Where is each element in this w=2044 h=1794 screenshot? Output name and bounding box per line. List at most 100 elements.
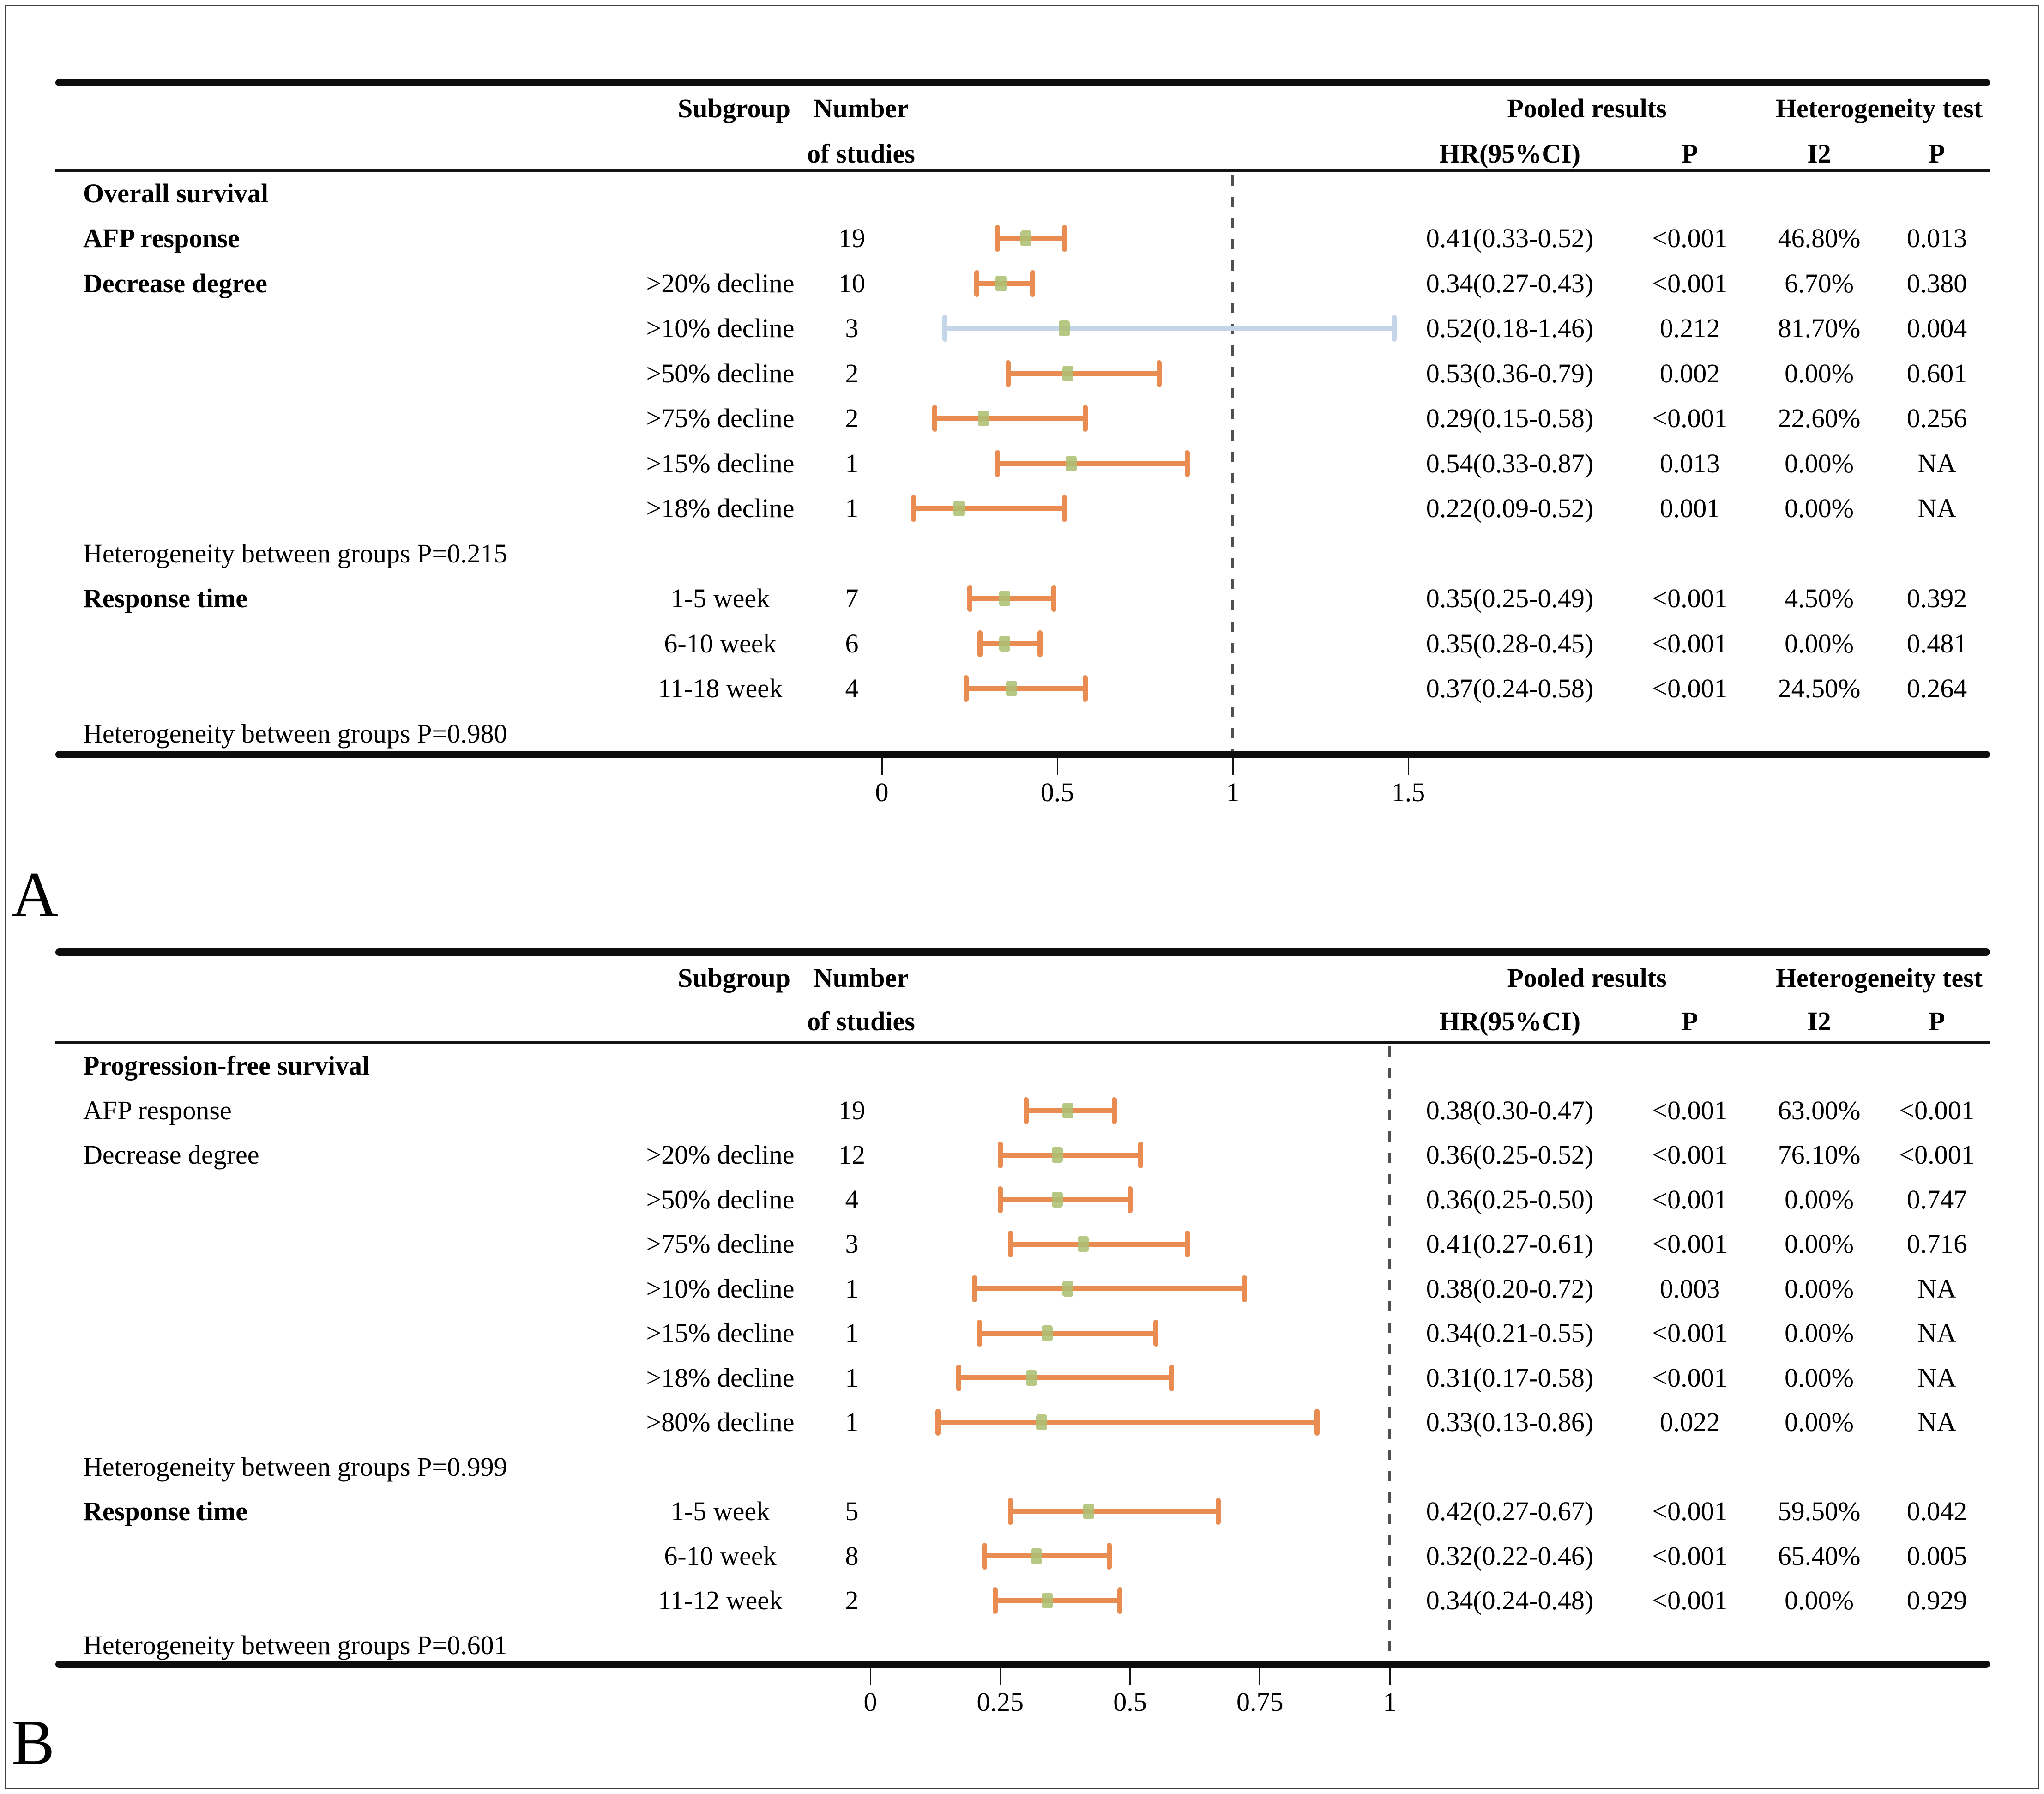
ci-cap-right: [1156, 360, 1162, 387]
ci-bar: [959, 1375, 1172, 1381]
ci-cap-right: [1061, 225, 1067, 252]
axis-tick: [881, 758, 883, 775]
point-estimate-marker: [1078, 1236, 1089, 1252]
het-p-cell: NA: [1917, 493, 1956, 524]
i2-cell: 0.00%: [1785, 1407, 1854, 1438]
p-value-cell: <0.001: [1652, 223, 1728, 254]
num-studies-cell: 1: [845, 493, 859, 524]
p-value-cell: <0.001: [1652, 1496, 1728, 1527]
axis-tick: [1232, 758, 1234, 775]
col-header-of-studies: of studies: [807, 139, 915, 169]
heterogeneity-note: Heterogeneity between groups P=0.999: [83, 1451, 507, 1482]
point-estimate-marker: [1031, 1548, 1042, 1564]
i2-cell: 0.00%: [1785, 448, 1854, 478]
ci-bar: [913, 506, 1065, 511]
het-p-cell: NA: [1917, 1273, 1956, 1304]
col-header-p-het: P: [1929, 1006, 1945, 1036]
het-p-cell: NA: [1917, 1318, 1956, 1348]
ci-bar: [974, 1286, 1244, 1292]
subgroup-cell: >75% decline: [646, 1229, 795, 1259]
hr-ci-cell: 0.36(0.25-0.50): [1426, 1184, 1594, 1214]
subgroup-cell: >20% decline: [646, 268, 795, 298]
ci-cap-left: [1006, 360, 1011, 387]
col-header-pooled-results: Pooled results: [1507, 93, 1667, 123]
ci-cap-right: [1083, 675, 1088, 702]
p-value-cell: 0.022: [1659, 1407, 1720, 1438]
axis-tick: [1259, 1668, 1261, 1685]
p-value-cell: 0.003: [1659, 1273, 1720, 1304]
point-estimate-marker: [1062, 1281, 1073, 1297]
ci-cap-right: [1117, 1587, 1122, 1614]
num-studies-cell: 1: [845, 448, 859, 478]
het-p-cell: 0.601: [1906, 358, 1967, 388]
ci-bar: [935, 416, 1085, 421]
axis-tick-label: 0.25: [977, 1687, 1024, 1717]
hr-ci-cell: 0.54(0.33-0.87): [1426, 448, 1594, 478]
heterogeneity-note: Heterogeneity between groups P=0.601: [83, 1630, 507, 1660]
hr-ci-cell: 0.36(0.25-0.52): [1426, 1140, 1594, 1170]
ci-cap-right: [1107, 1542, 1112, 1570]
i2-cell: 6.70%: [1785, 268, 1854, 298]
p-value-cell: <0.001: [1652, 1095, 1728, 1125]
col-header-i2: I2: [1807, 139, 1831, 169]
subgroup-cell: 11-18 week: [657, 673, 783, 704]
ci-bar: [1010, 1241, 1188, 1247]
het-p-cell: 0.716: [1906, 1229, 1967, 1259]
ci-cap-left: [935, 1409, 941, 1436]
num-studies-cell: 12: [838, 1140, 865, 1170]
hr-ci-cell: 0.52(0.18-1.46): [1426, 313, 1594, 344]
ci-cap-left: [982, 1542, 987, 1570]
ci-bar: [1008, 371, 1159, 376]
het-p-cell: 0.005: [1906, 1540, 1967, 1571]
i2-cell: 22.60%: [1778, 403, 1861, 434]
panel-a-reference-line-hr1: [1231, 175, 1234, 751]
ci-cap-left: [977, 1320, 982, 1347]
ci-cap-right: [1184, 1231, 1190, 1258]
col-header-heterogeneity-test: Heterogeneity test: [1775, 963, 1983, 993]
ci-cap-right: [1051, 585, 1056, 612]
axis-tick: [869, 1668, 871, 1685]
i2-cell: 4.50%: [1785, 583, 1854, 614]
col-header-hr-ci: HR(95%CI): [1439, 1006, 1581, 1036]
row-label: Decrease degree: [83, 268, 267, 298]
ci-bar: [1010, 1509, 1218, 1514]
ci-bar: [1000, 1152, 1140, 1158]
axis-tick-label: 0: [875, 777, 889, 807]
subgroup-cell: >20% decline: [646, 1140, 795, 1170]
point-estimate-marker: [1062, 1102, 1073, 1118]
het-p-cell: 0.747: [1906, 1184, 1967, 1214]
col-header-number: Number: [813, 93, 909, 123]
section-title: Progression-free survival: [83, 1051, 370, 1081]
p-value-cell: <0.001: [1652, 1585, 1728, 1616]
subgroup-cell: >80% decline: [646, 1407, 795, 1438]
axis-tick: [999, 1668, 1001, 1685]
ci-bar: [984, 1553, 1109, 1559]
point-estimate-marker: [1041, 1325, 1053, 1341]
col-header-p-pooled: P: [1682, 139, 1698, 169]
ci-bar: [979, 1330, 1156, 1336]
figure-border: [5, 5, 2039, 1789]
p-value-cell: 0.002: [1659, 358, 1720, 388]
i2-cell: 0.00%: [1785, 1184, 1854, 1214]
i2-cell: 0.00%: [1785, 1585, 1854, 1616]
ci-cap-right: [1314, 1409, 1320, 1436]
num-studies-cell: 8: [845, 1540, 859, 1571]
row-label: Decrease degree: [83, 1140, 259, 1170]
heterogeneity-note: Heterogeneity between groups P=0.215: [83, 538, 507, 568]
het-p-cell: <0.001: [1899, 1095, 1975, 1125]
num-studies-cell: 4: [845, 673, 859, 704]
ci-cap-right: [1184, 450, 1190, 477]
num-studies-cell: 3: [845, 313, 859, 344]
ci-bar: [997, 461, 1188, 466]
ci-cap-right: [1216, 1498, 1221, 1525]
num-studies-cell: 2: [845, 358, 859, 388]
axis-tick-label: 0.75: [1236, 1687, 1284, 1717]
point-estimate-marker: [1066, 455, 1077, 471]
p-value-cell: 0.212: [1659, 313, 1720, 344]
het-p-cell: NA: [1917, 448, 1956, 478]
p-value-cell: <0.001: [1652, 1229, 1728, 1259]
num-studies-cell: 1: [845, 1407, 859, 1438]
ci-cap-left: [1024, 1097, 1029, 1124]
axis-tick: [1407, 758, 1409, 775]
